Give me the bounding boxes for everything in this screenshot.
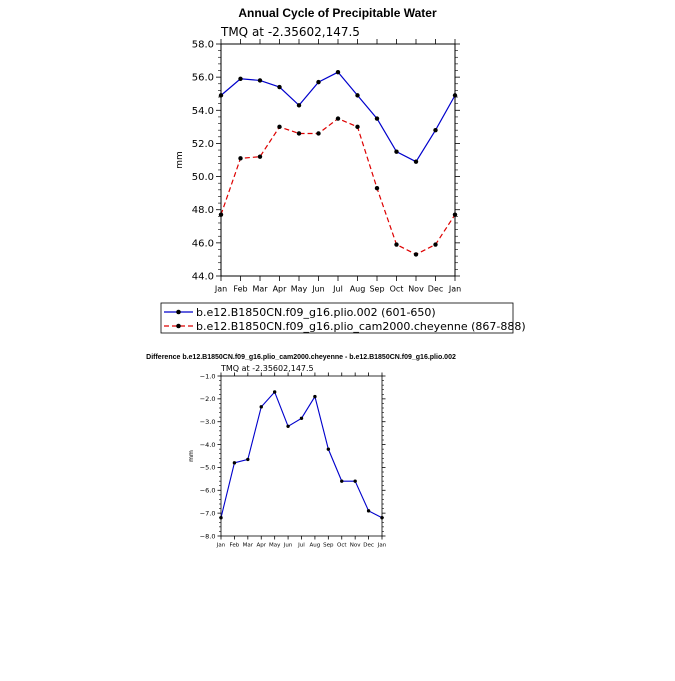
data-point <box>277 84 282 90</box>
data-point <box>413 159 419 164</box>
data-point <box>366 509 371 513</box>
series-line-2 <box>220 117 456 256</box>
data-point <box>355 124 360 130</box>
y-tick-label: −6.0 <box>200 487 216 495</box>
series-line-1 <box>220 390 383 519</box>
data-point <box>353 479 357 483</box>
data-point <box>335 116 341 121</box>
data-point <box>335 69 341 75</box>
x-tick-label: Apr <box>256 542 266 548</box>
y-tick-label: −8.0 <box>200 532 216 540</box>
y-tick-label: 48.0 <box>192 205 214 216</box>
data-point <box>296 131 302 136</box>
x-tick-label: May <box>269 542 281 548</box>
data-point <box>299 416 304 420</box>
chart-subtitle: TMQ at -2.35602,147.5 <box>220 25 360 39</box>
data-point <box>277 124 282 130</box>
plot-frame <box>220 43 456 277</box>
x-tick-label: Oct <box>390 285 404 294</box>
data-point <box>246 457 250 462</box>
x-tick-label: Jun <box>311 285 325 294</box>
x-tick-label: Sep <box>323 542 334 548</box>
data-point <box>394 242 399 247</box>
y-tick-label: −3.0 <box>200 418 216 426</box>
x-tick-label: Apr <box>273 285 288 294</box>
x-tick-label: Jan <box>214 285 227 294</box>
x-tick-label: May <box>291 285 308 294</box>
y-tick-label: −5.0 <box>200 464 216 472</box>
data-point <box>272 390 277 394</box>
data-point <box>232 461 237 465</box>
data-point <box>296 103 302 108</box>
x-tick-label: Feb <box>233 285 247 294</box>
y-tick-label: 50.0 <box>192 172 214 183</box>
x-tick-label: Mar <box>243 542 254 548</box>
x-tick-label: Jan <box>448 285 461 294</box>
data-point <box>316 131 321 136</box>
annual-cycle-chart: Annual Cycle of Precipitable Water TMQ a… <box>175 6 461 294</box>
y-tick-label: −4.0 <box>200 441 216 449</box>
y-tick-label: 52.0 <box>192 139 214 150</box>
data-point <box>257 78 263 83</box>
x-tick-label: Nov <box>350 542 361 548</box>
x-tick-label: Nov <box>408 285 424 294</box>
x-tick-label: Dec <box>363 542 374 548</box>
data-point <box>259 405 263 409</box>
data-point <box>257 154 263 159</box>
data-point <box>316 79 321 85</box>
y-tick-label: 44.0 <box>192 272 214 283</box>
data-point <box>355 93 360 98</box>
data-point <box>433 127 438 133</box>
x-tick-label: Oct <box>337 542 347 548</box>
difference-y-axis-label: mm <box>188 450 195 462</box>
y-tick-label: −2.0 <box>200 395 216 403</box>
y-tick-label: 58.0 <box>192 40 214 51</box>
data-point <box>374 116 380 121</box>
data-point <box>286 424 290 428</box>
difference-chart-subtitle: TMQ at -2.35602,147.5 <box>220 364 314 373</box>
x-tick-label: Dec <box>428 285 443 294</box>
difference-chart-title: Difference b.e12.B1850CN.f09_g16.plio_ca… <box>146 354 456 361</box>
y-tick-label: 56.0 <box>192 73 214 84</box>
data-point <box>326 447 331 451</box>
x-tick-label: Jul <box>332 285 343 294</box>
legend: b.e12.B1850CN.f09_g16.plio.002 (601-650)… <box>160 302 526 334</box>
y-tick-label: −7.0 <box>200 509 216 517</box>
x-tick-label: Sep <box>369 285 384 294</box>
data-point <box>238 76 243 82</box>
x-tick-label: Jul <box>297 542 305 548</box>
legend-marker-series-1 <box>176 309 181 315</box>
legend-label-series-1: b.e12.B1850CN.f09_g16.plio.002 (601-650) <box>196 306 436 319</box>
x-tick-label: Feb <box>230 542 240 548</box>
x-tick-label: Aug <box>310 542 321 548</box>
legend-box <box>160 302 514 334</box>
data-point <box>413 252 419 257</box>
y-tick-label: 54.0 <box>192 106 214 117</box>
legend-marker-series-2 <box>176 323 181 329</box>
y-tick-label: 46.0 <box>192 238 214 249</box>
x-tick-label: Mar <box>252 285 268 294</box>
x-tick-label: Aug <box>350 285 366 294</box>
y-tick-label: −1.0 <box>200 372 216 380</box>
data-point <box>374 185 380 191</box>
y-axis-label: mm <box>175 151 185 169</box>
difference-plot-frame <box>220 375 383 537</box>
data-point <box>238 156 243 161</box>
data-point <box>394 149 399 154</box>
x-tick-label: Jan <box>377 542 387 548</box>
chart-title: Annual Cycle of Precipitable Water <box>238 6 437 20</box>
data-point <box>433 242 438 247</box>
legend-label-series-2: b.e12.B1850CN.f09_g16.plio_cam2000.cheye… <box>196 320 526 333</box>
difference-chart: Difference b.e12.B1850CN.f09_g16.plio_ca… <box>146 354 456 548</box>
data-point <box>313 394 317 399</box>
x-tick-label: Jan <box>216 542 226 548</box>
x-tick-label: Jun <box>283 542 293 548</box>
data-point <box>340 479 344 483</box>
